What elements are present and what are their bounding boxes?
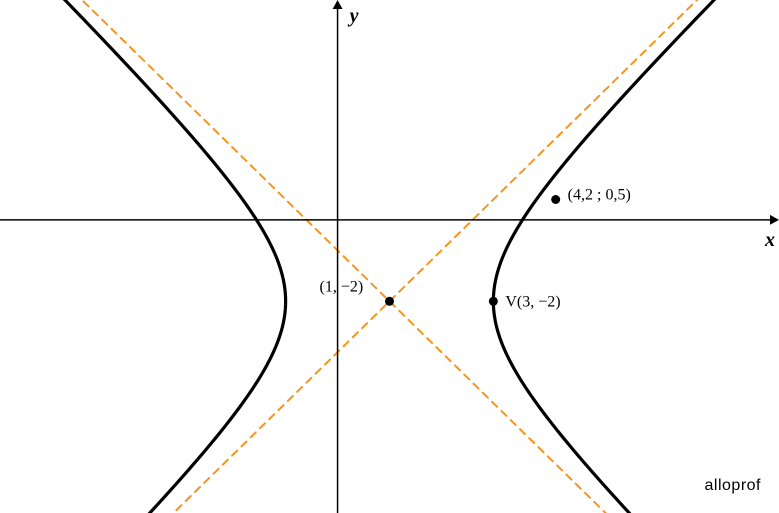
curve-point-label: (4,2 ; 0,5): [568, 187, 631, 204]
y-axis-label: y: [348, 5, 359, 27]
x-axis-arrow: [770, 215, 779, 225]
center-point: [385, 297, 394, 306]
asymptote-2: [0, 0, 779, 513]
vertex-point-label: V(3, −2): [505, 293, 560, 310]
hyperbola-left-branch: [0, 0, 286, 513]
x-axis-label: x: [764, 229, 775, 251]
watermark: alloprof: [705, 477, 761, 495]
hyperbola-right-branch: [493, 0, 779, 513]
center-point-label: (1, −2): [320, 278, 364, 295]
vertex-point: [489, 297, 498, 306]
curve-point: [551, 195, 560, 204]
hyperbola-chart: x y (1, −2) V(3, −2) (4,2 ; 0,5): [0, 0, 779, 513]
y-axis-arrow: [333, 0, 343, 9]
asymptote-1: [0, 0, 779, 513]
